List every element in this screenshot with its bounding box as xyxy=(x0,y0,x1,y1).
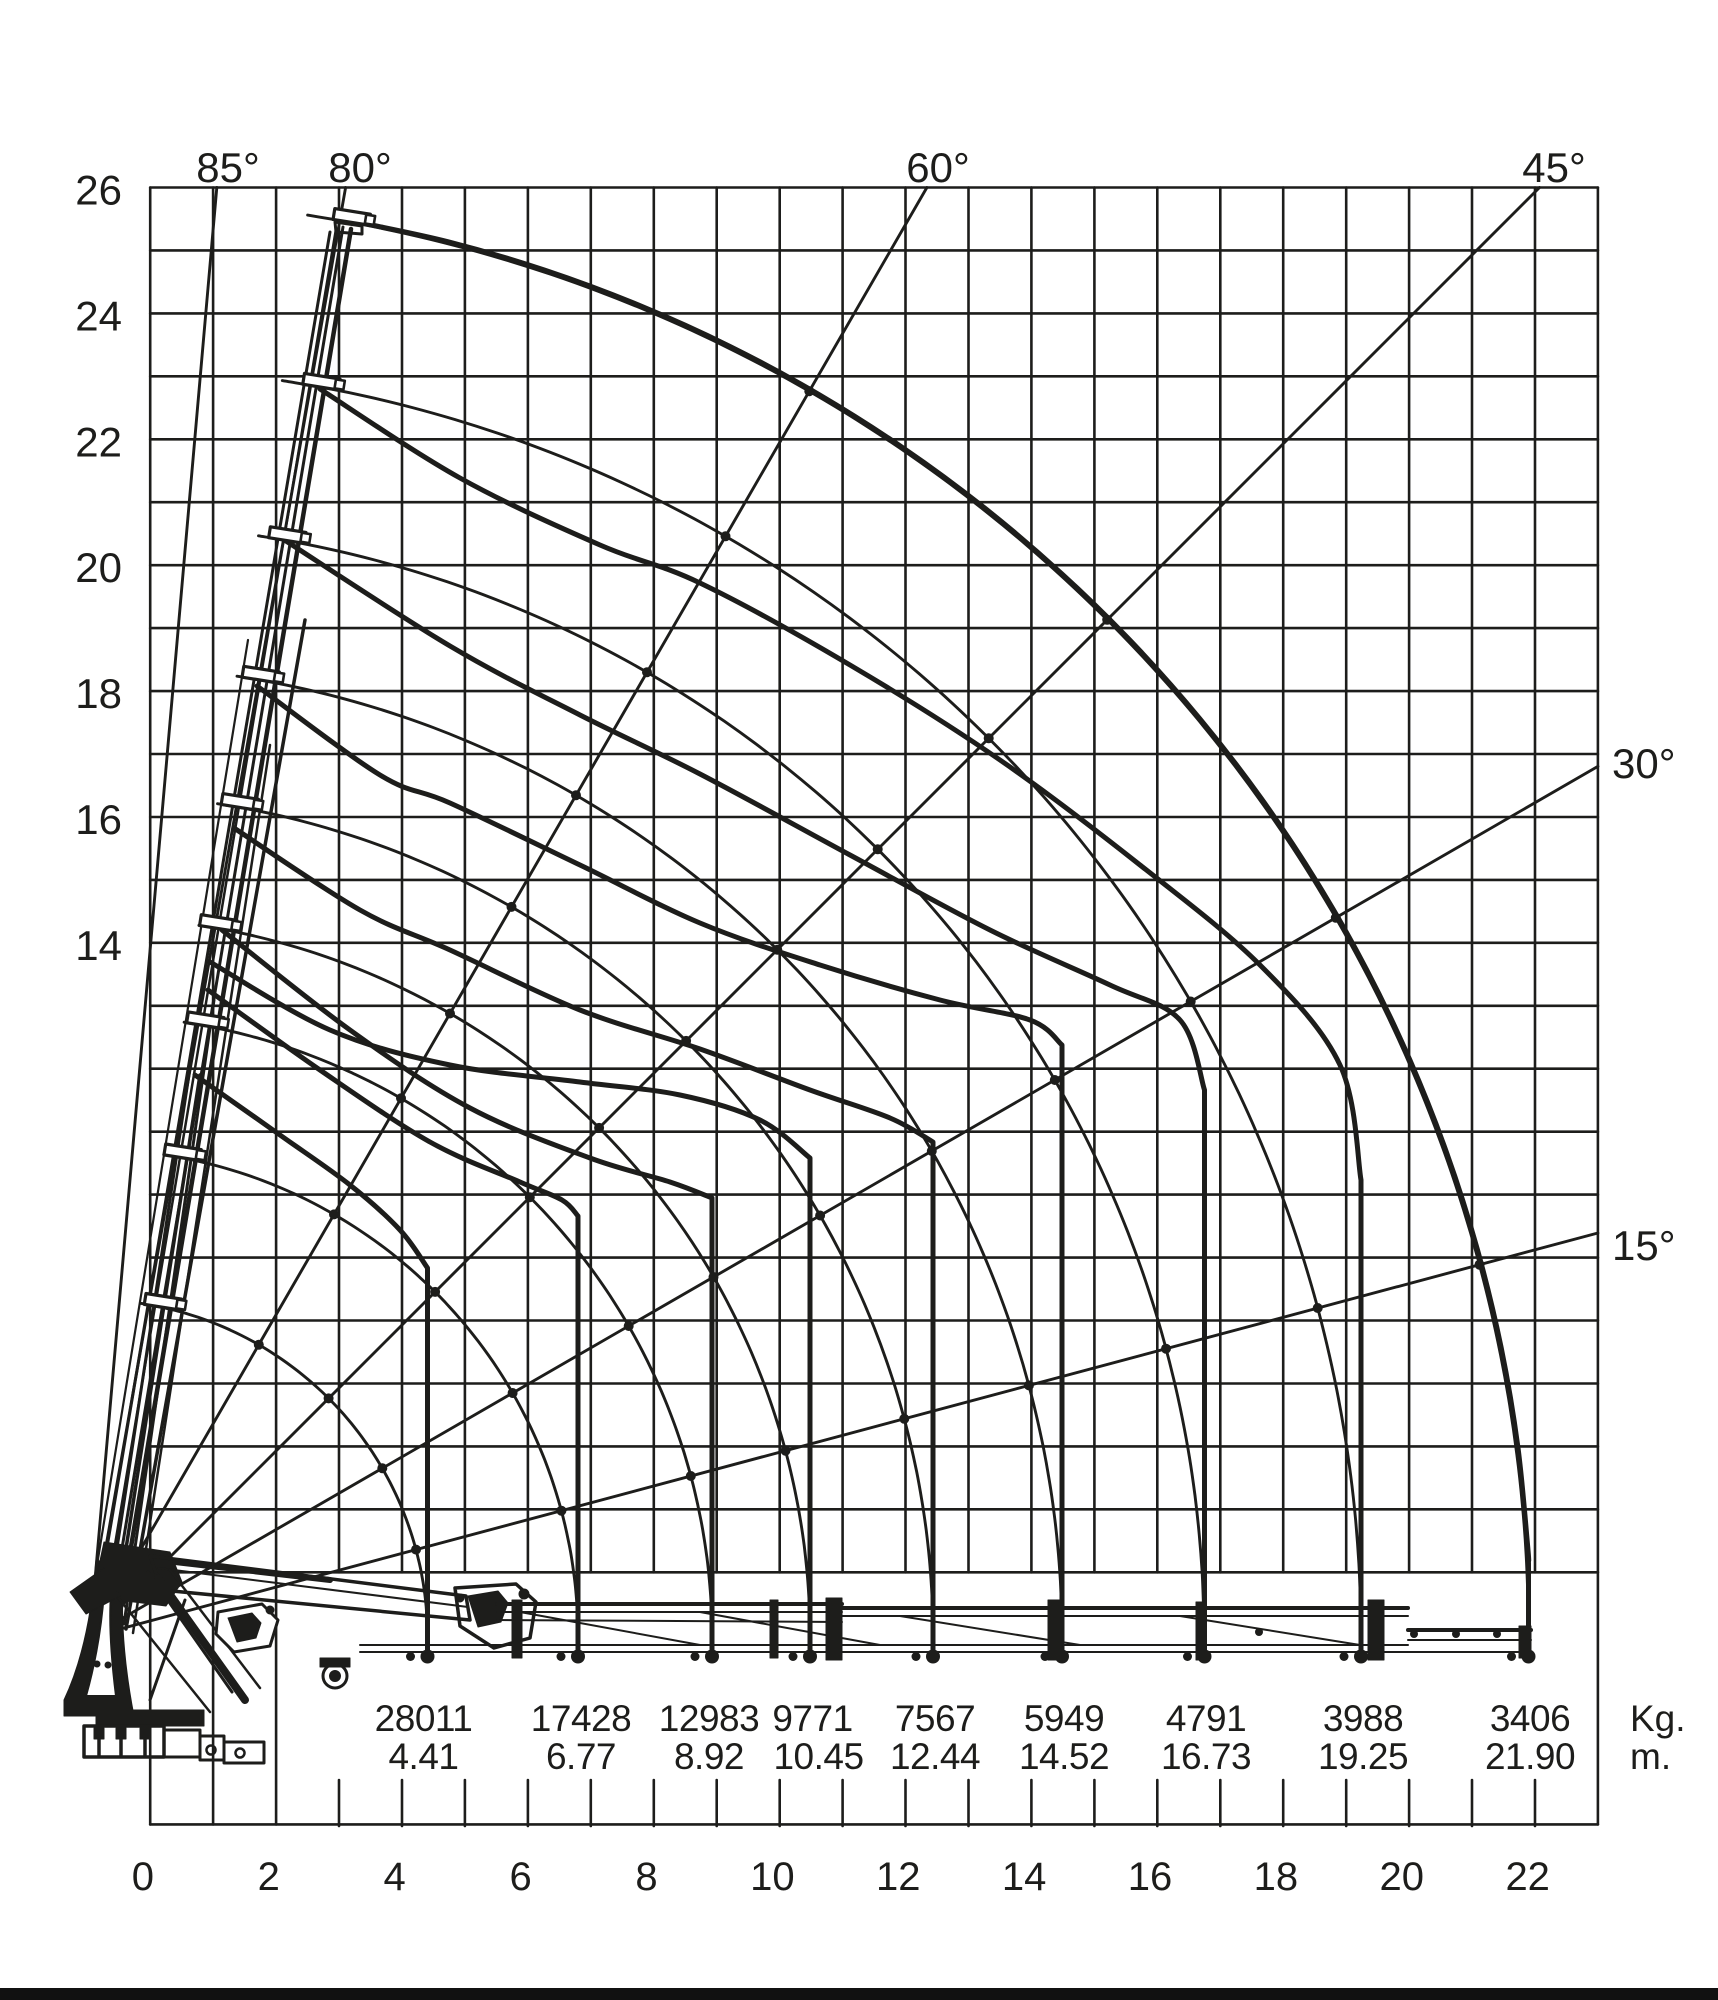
svg-text:6.77: 6.77 xyxy=(546,1736,616,1777)
svg-text:12983: 12983 xyxy=(659,1698,759,1739)
svg-text:16: 16 xyxy=(75,796,122,843)
svg-text:15°: 15° xyxy=(1612,1222,1676,1269)
svg-text:Kg.: Kg. xyxy=(1630,1698,1686,1739)
svg-text:14.52: 14.52 xyxy=(1019,1736,1109,1777)
svg-text:4.41: 4.41 xyxy=(388,1736,458,1777)
svg-text:2: 2 xyxy=(258,1855,280,1899)
svg-text:19.25: 19.25 xyxy=(1318,1736,1408,1777)
svg-text:17428: 17428 xyxy=(531,1698,631,1739)
svg-text:20: 20 xyxy=(1380,1855,1425,1899)
svg-text:5949: 5949 xyxy=(1024,1698,1104,1739)
svg-text:4791: 4791 xyxy=(1166,1698,1246,1739)
svg-text:85°: 85° xyxy=(196,144,260,191)
svg-text:45°: 45° xyxy=(1522,144,1586,191)
svg-text:3406: 3406 xyxy=(1490,1698,1570,1739)
svg-text:7567: 7567 xyxy=(895,1698,975,1739)
svg-text:28011: 28011 xyxy=(375,1698,473,1739)
svg-text:14: 14 xyxy=(75,922,122,969)
svg-text:24: 24 xyxy=(75,292,122,339)
svg-text:16.73: 16.73 xyxy=(1161,1736,1251,1777)
svg-text:10: 10 xyxy=(750,1855,795,1899)
svg-text:22: 22 xyxy=(1505,1855,1550,1899)
svg-text:21.90: 21.90 xyxy=(1485,1736,1575,1777)
svg-text:20: 20 xyxy=(75,544,122,591)
svg-text:30°: 30° xyxy=(1612,740,1676,787)
svg-text:6: 6 xyxy=(509,1855,531,1899)
svg-text:60°: 60° xyxy=(906,144,970,191)
svg-text:8: 8 xyxy=(635,1855,657,1899)
svg-text:12.44: 12.44 xyxy=(890,1736,980,1777)
svg-text:8.92: 8.92 xyxy=(674,1736,744,1777)
svg-text:m.: m. xyxy=(1630,1736,1671,1777)
svg-text:10.45: 10.45 xyxy=(773,1736,863,1777)
svg-text:9771: 9771 xyxy=(772,1698,852,1739)
svg-text:80°: 80° xyxy=(328,144,392,191)
svg-text:18: 18 xyxy=(75,670,122,717)
svg-text:14: 14 xyxy=(1002,1855,1047,1899)
svg-text:22: 22 xyxy=(75,418,122,465)
svg-text:26: 26 xyxy=(75,167,122,214)
svg-text:0: 0 xyxy=(132,1855,154,1899)
svg-text:16: 16 xyxy=(1128,1855,1173,1899)
svg-text:4: 4 xyxy=(384,1855,406,1899)
svg-text:12: 12 xyxy=(876,1855,921,1899)
svg-text:18: 18 xyxy=(1254,1855,1299,1899)
svg-text:3988: 3988 xyxy=(1323,1698,1403,1739)
